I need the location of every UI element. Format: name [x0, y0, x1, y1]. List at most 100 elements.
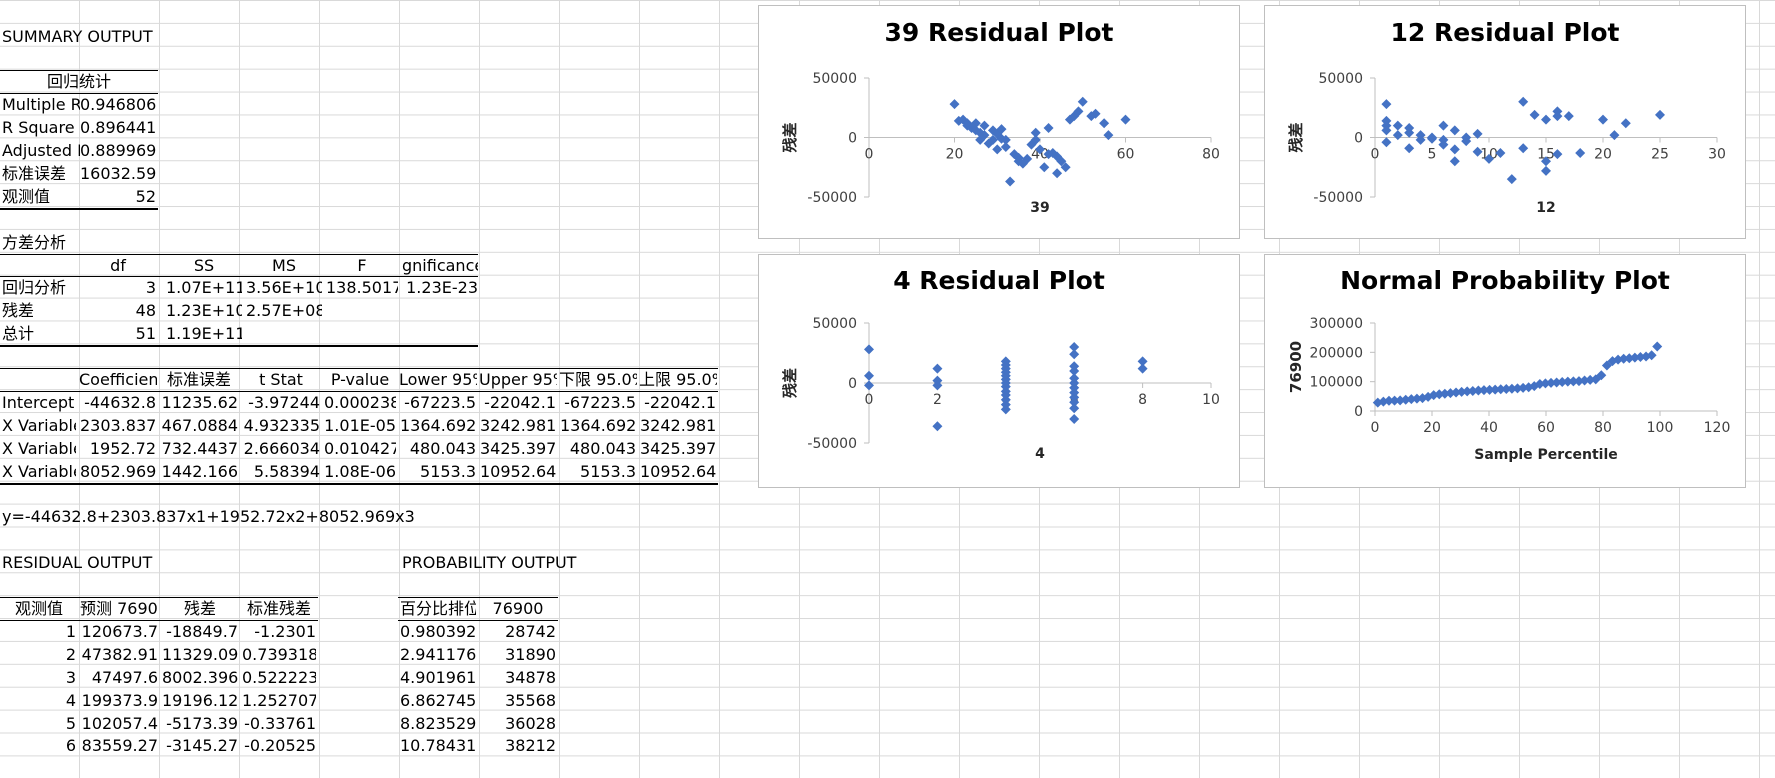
coef-header[interactable] [1, 369, 77, 391]
coef-cell[interactable]: 5153.3 [580, 461, 636, 481]
residual-cell[interactable]: 1 [65, 621, 76, 641]
stat-value[interactable]: 0.896441 [80, 118, 156, 138]
coef-cell[interactable]: 1442.166 [161, 461, 238, 481]
probability-cell[interactable]: 38212 [505, 736, 556, 756]
anova-cell[interactable]: 1.23E-23 [406, 278, 478, 298]
residual-cell[interactable]: -3145.27 [166, 736, 238, 756]
probability-output-title[interactable]: PROBABILITY OUTPUT [402, 553, 577, 573]
residual-header[interactable]: 标准残差 [246, 599, 311, 618]
residual-header[interactable]: 预测 76900 [80, 599, 158, 618]
residual-cell[interactable]: 11329.09 [162, 644, 238, 664]
stat-value[interactable]: 16032.59 [80, 163, 156, 183]
probability-header[interactable]: 76900 [492, 599, 544, 618]
residual-cell[interactable]: 47497.6 [91, 667, 158, 687]
anova-header[interactable]: F [357, 255, 367, 275]
coef-cell[interactable]: -67223.5 [564, 392, 636, 412]
coef-cell[interactable]: 2.666034 [243, 438, 320, 458]
anova-cell[interactable] [326, 323, 398, 345]
summary-title[interactable]: SUMMARY OUTPUT [2, 26, 153, 46]
anova-header[interactable] [2, 255, 76, 277]
probability-cell[interactable]: 4.901961 [400, 667, 476, 687]
coef-header[interactable]: Coefficients [79, 370, 157, 389]
coef-cell[interactable]: 1952.72 [89, 438, 156, 458]
probability-cell[interactable]: 31890 [505, 644, 556, 664]
coef-row-label[interactable]: X Variable [2, 461, 76, 481]
coef-cell[interactable]: 467.0884 [161, 415, 238, 435]
stat-label[interactable]: Adjusted R [2, 141, 80, 160]
coef-cell[interactable]: 4.932335 [243, 415, 320, 435]
anova-title[interactable]: 方差分析 [2, 232, 67, 252]
residual-header[interactable]: 观测值 [14, 599, 63, 618]
anova-row-label[interactable]: 回归分析 [2, 278, 67, 298]
anova-cell[interactable]: 1.19E+11 [166, 324, 242, 344]
coef-header[interactable]: Upper 95% [479, 370, 557, 389]
coef-cell[interactable]: 10952.64 [640, 461, 716, 481]
anova-cell[interactable]: 3.56E+10 [246, 278, 322, 298]
coef-cell[interactable]: 5.58394 [253, 461, 320, 481]
coef-cell[interactable]: 1.08E-06 [324, 461, 396, 481]
anova-cell[interactable]: 2.57E+08 [246, 301, 322, 321]
anova-cell[interactable]: 3 [145, 278, 156, 298]
coef-header[interactable]: 上限 95.0% [639, 370, 717, 389]
coef-cell[interactable]: 3425.397 [480, 438, 556, 458]
residual-cell[interactable]: 8002.396 [162, 667, 238, 687]
anova-cell[interactable] [402, 300, 478, 322]
coef-cell[interactable]: 1364.692 [400, 415, 476, 435]
coef-header[interactable]: 下限 95.0% [559, 370, 637, 389]
stat-value[interactable]: 0.889969 [80, 141, 156, 160]
probability-cell[interactable]: 34878 [505, 667, 556, 687]
anova-header[interactable]: SS [193, 255, 215, 275]
coef-cell[interactable]: 2303.837 [80, 415, 156, 435]
residual-cell[interactable]: 1.252707 [242, 690, 316, 710]
residual-cell[interactable]: 0.522223 [242, 667, 316, 687]
coef-cell[interactable]: 1.01E-05 [324, 415, 396, 435]
coef-cell[interactable]: 3242.981 [480, 415, 556, 435]
residual-cell[interactable]: 6 [65, 736, 76, 756]
residual-cell[interactable]: 102057.4 [81, 713, 158, 733]
probability-cell[interactable]: 10.78431 [400, 736, 476, 756]
residual-cell[interactable]: -0.20525 [244, 736, 316, 756]
residual-cell[interactable]: -0.33761 [244, 713, 316, 733]
coef-cell[interactable]: -67223.5 [404, 392, 476, 412]
coef-cell[interactable]: -22042.1 [644, 392, 716, 412]
anova-cell[interactable]: 138.5017 [326, 278, 398, 298]
probability-cell[interactable]: 0.980392 [400, 621, 476, 641]
residual-cell[interactable]: 0.739318 [242, 644, 316, 664]
residual-cell[interactable]: 3 [65, 667, 76, 687]
regression-equation[interactable]: y=-44632.8+2303.837x1+1952.72x2+8052.969… [2, 507, 415, 527]
probability-cell[interactable]: 6.862745 [400, 690, 476, 710]
coef-cell[interactable]: -3.97244 [248, 392, 320, 412]
coef-cell[interactable]: 8052.969 [80, 461, 156, 481]
coef-cell[interactable]: 732.4437 [161, 438, 238, 458]
residual-cell[interactable]: 19196.12 [162, 690, 238, 710]
coef-cell[interactable]: 1364.692 [560, 415, 636, 435]
coef-cell[interactable]: 480.043 [569, 438, 636, 458]
anova-header[interactable]: gnificance F [402, 255, 478, 275]
probability-cell[interactable]: 2.941176 [400, 644, 476, 664]
stat-label[interactable]: Multiple R [2, 95, 80, 115]
coef-cell[interactable]: 3242.981 [640, 415, 716, 435]
anova-header[interactable]: df [110, 255, 126, 275]
stat-label[interactable]: 观测值 [2, 186, 51, 206]
anova-header[interactable]: MS [272, 255, 296, 275]
coef-row-label[interactable]: X Variable [2, 415, 76, 435]
coef-cell[interactable]: 480.043 [409, 438, 476, 458]
coef-cell[interactable]: -44632.8 [84, 392, 156, 412]
stat-value[interactable]: 0.946806 [80, 95, 156, 115]
coef-header[interactable]: Lower 95% [399, 370, 477, 389]
coef-cell[interactable]: 5153.3 [420, 461, 476, 481]
coef-row-label[interactable]: X Variable [2, 438, 76, 458]
residual-cell[interactable]: 83559.27 [81, 736, 158, 756]
coef-header[interactable]: 标准误差 [166, 370, 231, 389]
probability-cell[interactable]: 36028 [505, 713, 556, 733]
anova-cell[interactable] [246, 323, 322, 345]
coef-cell[interactable]: 11235.62 [161, 392, 238, 412]
probability-cell[interactable]: 35568 [505, 690, 556, 710]
residual-cell[interactable]: 4 [65, 690, 76, 710]
residual-cell[interactable]: 120673.7 [81, 621, 158, 641]
chart-12-residual[interactable]: 12 Residual Plot-50000050000051015202530… [1264, 5, 1746, 239]
chart-normal-probability[interactable]: Normal Probability Plot 0 100000 200000 3000… [1264, 254, 1746, 488]
residual-cell[interactable]: -18849.7 [166, 621, 238, 641]
coef-cell[interactable]: 0.010427 [324, 438, 396, 458]
coef-header[interactable]: P-value [330, 370, 390, 389]
